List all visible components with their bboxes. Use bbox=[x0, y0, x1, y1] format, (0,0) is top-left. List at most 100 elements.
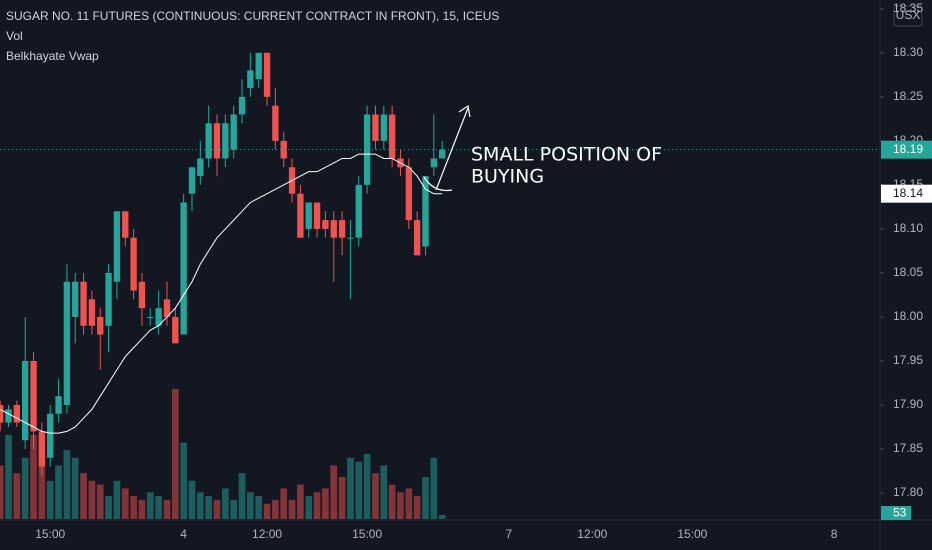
volume-bar bbox=[96, 484, 104, 519]
candle-body bbox=[172, 316, 179, 344]
candle-body bbox=[5, 409, 12, 423]
volume-bar bbox=[263, 503, 271, 519]
candle-body bbox=[222, 123, 229, 159]
volume-bar bbox=[80, 473, 87, 519]
candle-body bbox=[55, 396, 62, 414]
annotation: BUYING bbox=[471, 166, 544, 188]
volume-bar bbox=[230, 499, 238, 519]
y-tick-label: 17.80 bbox=[893, 485, 923, 499]
volume-bar bbox=[430, 457, 438, 519]
volume-bar bbox=[413, 496, 421, 519]
volume-bar bbox=[272, 499, 279, 519]
candle-body bbox=[97, 316, 104, 335]
candle-body bbox=[238, 96, 246, 115]
volume-bar bbox=[155, 496, 162, 519]
candle-body bbox=[38, 431, 46, 467]
x-tick-label: 7 bbox=[506, 527, 513, 541]
candle-body bbox=[188, 167, 196, 194]
volume-bar bbox=[21, 457, 29, 519]
candle-body bbox=[272, 105, 279, 141]
volume-bar bbox=[338, 476, 346, 519]
x-tick-label: 15:00 bbox=[352, 527, 382, 541]
candle-body bbox=[105, 272, 112, 326]
candle-body bbox=[163, 299, 171, 317]
candle-body bbox=[130, 237, 137, 291]
candle-body bbox=[63, 281, 71, 405]
volume-bar bbox=[55, 465, 62, 519]
volume-bar bbox=[247, 492, 254, 519]
candle-body bbox=[388, 114, 396, 159]
candle-body bbox=[155, 308, 162, 326]
x-tick-label: 15:00 bbox=[677, 527, 707, 541]
y-tick-label: 18.05 bbox=[893, 265, 923, 279]
volume-bar bbox=[171, 389, 179, 519]
y-tick-label: 18.25 bbox=[893, 89, 923, 103]
volume-bar bbox=[422, 476, 429, 519]
volume-bar bbox=[30, 434, 37, 519]
plot-area bbox=[0, 52, 880, 519]
last-price-label: 18.19 bbox=[893, 142, 923, 156]
candle-body bbox=[247, 70, 254, 89]
candle-body bbox=[147, 316, 154, 318]
volume-bar bbox=[255, 496, 263, 519]
volume-bar bbox=[380, 465, 388, 519]
y-tick-label: 18.30 bbox=[893, 45, 923, 59]
volume-bar bbox=[5, 434, 12, 519]
candle-body bbox=[138, 281, 146, 309]
volume-bar bbox=[113, 480, 121, 519]
volume-bar bbox=[71, 457, 79, 519]
volume-bar bbox=[313, 492, 321, 519]
volume-bar bbox=[180, 442, 187, 519]
candle-body bbox=[22, 360, 29, 441]
candle-body bbox=[430, 158, 437, 168]
volume-bar bbox=[121, 488, 129, 519]
last-price-box bbox=[881, 140, 932, 159]
candle-body bbox=[80, 281, 87, 326]
volume-bar bbox=[288, 499, 296, 519]
candle-body bbox=[205, 123, 212, 159]
currency-box[interactable] bbox=[893, 5, 923, 27]
candle-body bbox=[88, 299, 96, 326]
volume-bar bbox=[347, 457, 354, 519]
candle-body bbox=[322, 220, 329, 229]
volume-bar bbox=[13, 473, 21, 519]
y-tick-label: 17.90 bbox=[893, 397, 923, 411]
volume-bar bbox=[363, 454, 371, 519]
candle-body bbox=[372, 114, 379, 141]
indicator-title: Belkhayate Vwap bbox=[6, 49, 99, 63]
candle-body bbox=[413, 220, 421, 256]
vwap-line bbox=[0, 153, 443, 434]
volume-bar bbox=[105, 496, 112, 519]
candle-body bbox=[47, 413, 54, 458]
volume-value-label: 53 bbox=[893, 506, 907, 520]
volume-bar bbox=[222, 488, 229, 519]
candle-body bbox=[72, 281, 79, 317]
volume-bar bbox=[88, 480, 96, 519]
candle-body bbox=[313, 202, 321, 229]
candle-body bbox=[405, 167, 412, 221]
volume-bar bbox=[38, 434, 46, 519]
volume-bar bbox=[297, 484, 304, 519]
volume-value-box bbox=[881, 506, 911, 520]
candle-body bbox=[422, 176, 429, 247]
volume-bar bbox=[388, 484, 396, 519]
x-tick-label: 8 bbox=[831, 527, 838, 541]
candle-body bbox=[338, 220, 346, 238]
candle-body bbox=[230, 114, 237, 150]
currency-label[interactable]: USX bbox=[896, 8, 921, 22]
drawn-arrow bbox=[435, 104, 471, 191]
y-tick-label: 18.10 bbox=[893, 221, 923, 235]
y-tick-label: 17.85 bbox=[893, 441, 923, 455]
x-tick-label: 12:00 bbox=[252, 527, 282, 541]
volume-bar bbox=[196, 492, 204, 519]
x-tick-label: 12:00 bbox=[577, 527, 607, 541]
drawn-curve bbox=[423, 176, 453, 192]
candle-body bbox=[30, 360, 37, 432]
volume-bar bbox=[280, 488, 288, 519]
candle-body bbox=[363, 114, 371, 185]
candle-body bbox=[330, 220, 337, 238]
candle-body bbox=[213, 123, 221, 159]
candle-body bbox=[13, 404, 21, 423]
volume-bar bbox=[238, 473, 246, 519]
